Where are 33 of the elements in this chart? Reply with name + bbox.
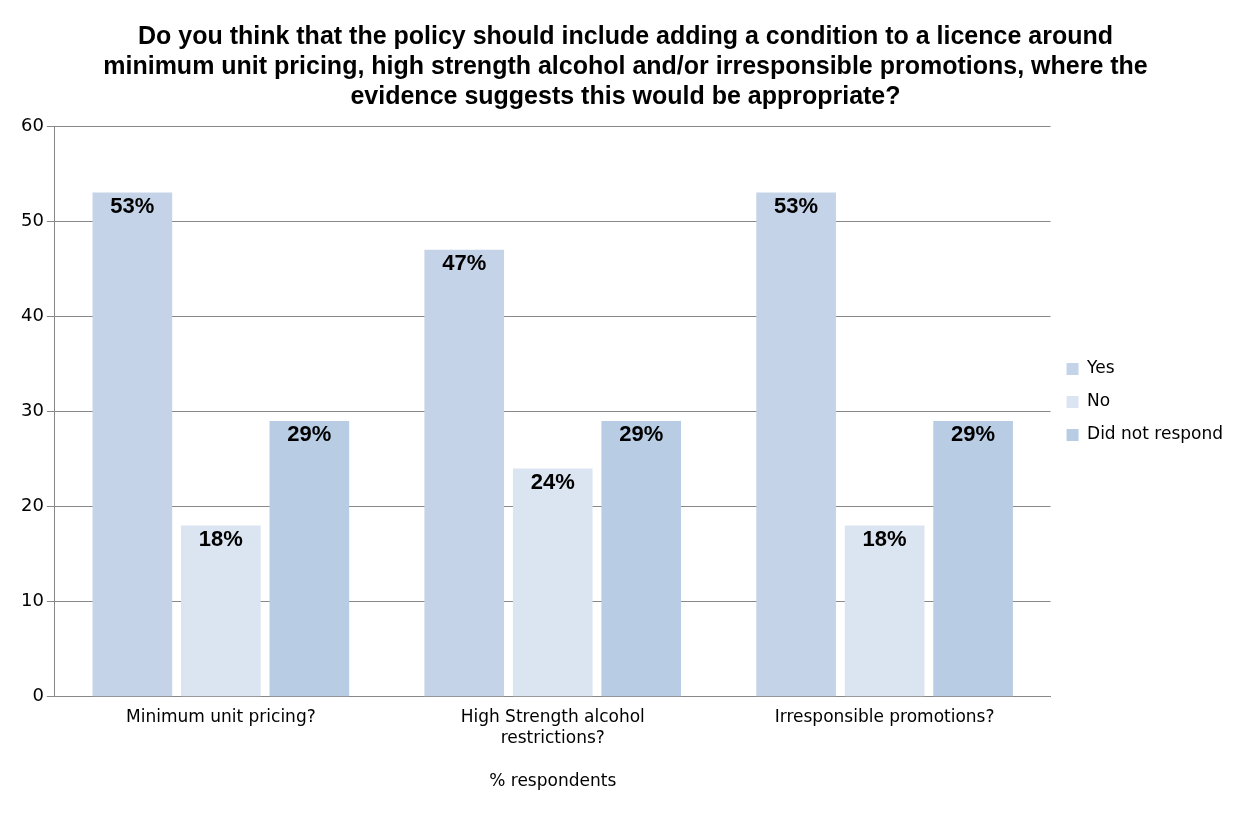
x-tick-label: Irresponsible promotions? (774, 706, 995, 727)
legend-label: Yes (1086, 357, 1115, 378)
y-tick-label: 30 (21, 399, 44, 421)
y-tick-label: 0 (32, 684, 44, 706)
data-label: 24% (530, 468, 575, 494)
bar (844, 525, 925, 697)
bar (424, 249, 505, 697)
data-label: 29% (619, 420, 664, 446)
bar (933, 420, 1013, 697)
bar (756, 192, 836, 697)
data-label: 29% (951, 420, 996, 446)
bar (181, 525, 261, 697)
bar (601, 420, 682, 697)
y-tick-label: 60 (21, 113, 44, 135)
x-tick-label: Minimum unit pricing? (126, 706, 316, 727)
legend-label: No (1087, 390, 1111, 411)
y-tick-label: 10 (21, 589, 44, 611)
bar (92, 192, 173, 697)
data-label: 18% (862, 525, 907, 551)
y-tick-label: 20 (21, 494, 44, 516)
data-label: 53% (774, 192, 819, 218)
y-tick-label: 50 (21, 208, 44, 230)
bar (269, 420, 350, 697)
data-label: 29% (287, 420, 332, 446)
data-label: 18% (198, 525, 243, 551)
x-tick-label: High Strength alcohol restrictions? (460, 706, 645, 747)
legend-label: Did not respond (1087, 423, 1224, 444)
data-label: 53% (110, 192, 155, 218)
bar (512, 468, 593, 697)
y-tick-label: 40 (21, 303, 44, 325)
data-label: 47% (442, 249, 487, 275)
chart-title: Do you think that the policy should include adding a condition to a licence around minimum unit pricing, high strength alcohol and/or irresponsible promotions, where the evidence suggests this would be appropriate? (103, 20, 1148, 109)
x-axis-title: % respondents (489, 770, 617, 791)
